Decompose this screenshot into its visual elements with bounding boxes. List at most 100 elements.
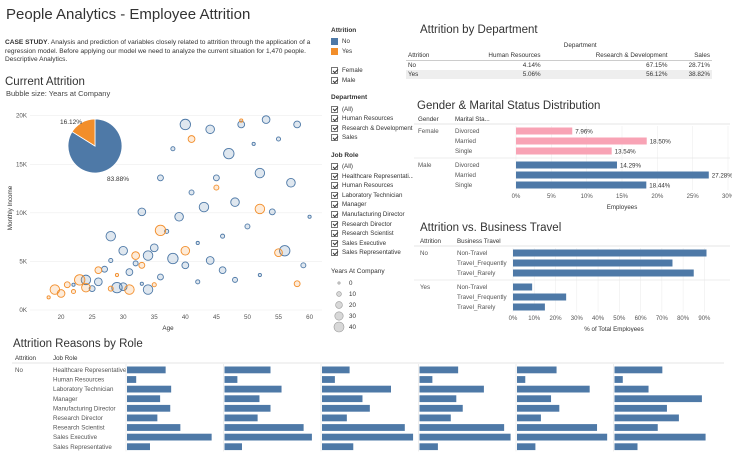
attrition-roles-chart[interactable]: Attrition Job Role No Healthcare Representa… bbox=[0, 352, 736, 454]
role-bar bbox=[419, 366, 459, 374]
role-label: Healthcare Representative bbox=[53, 367, 127, 374]
role-bar bbox=[419, 385, 484, 393]
dept-cell: 28.71% bbox=[688, 61, 710, 69]
dept-cell: 56.12% bbox=[542, 69, 670, 79]
scatter-point-no bbox=[157, 273, 164, 281]
dept-cell: 38.82% bbox=[669, 69, 712, 79]
role-bar bbox=[322, 424, 405, 431]
column-header: Gender bbox=[418, 116, 439, 123]
role-bar bbox=[419, 443, 438, 451]
checkbox-male[interactable] bbox=[331, 77, 338, 85]
column-header: Marital Sta... bbox=[455, 116, 490, 123]
role-bar bbox=[322, 366, 350, 374]
scatter-point-yes bbox=[63, 281, 71, 289]
column-header: Business Travel bbox=[457, 238, 501, 245]
x-tick-label: 5% bbox=[547, 194, 556, 200]
column-header: Attrition bbox=[420, 238, 442, 245]
checkbox[interactable] bbox=[331, 182, 338, 190]
job-role-filter-item[interactable]: Sales Representative bbox=[331, 248, 413, 258]
department-filter-list: (All) Human Resources Research & Developme… bbox=[331, 104, 413, 142]
dashboard-title: People Analytics - Employee Attrition bbox=[6, 6, 251, 23]
scatter-point-no bbox=[71, 282, 76, 287]
x-tick-label: 0% bbox=[512, 194, 521, 200]
checkbox[interactable] bbox=[331, 115, 338, 123]
role-bar bbox=[127, 366, 166, 374]
scatter-point-yes bbox=[81, 282, 91, 293]
scatter-point-no bbox=[170, 146, 176, 152]
role-bar bbox=[517, 376, 526, 383]
scatter-point-yes bbox=[138, 261, 146, 269]
checkbox[interactable] bbox=[331, 124, 338, 132]
checkbox[interactable] bbox=[331, 163, 338, 171]
department-filter-item[interactable]: Research & Development bbox=[331, 124, 413, 134]
role-bar bbox=[224, 385, 282, 393]
legend-item-yes[interactable]: Yes bbox=[331, 47, 413, 57]
gender-filter-female[interactable]: Female bbox=[331, 66, 413, 76]
job-role-filter-item[interactable]: Research Director bbox=[331, 219, 413, 229]
scatter-point-no bbox=[251, 141, 256, 146]
filter-panel: Attrition No Yes Female Male Department … bbox=[331, 27, 413, 340]
department-filter-item[interactable]: Sales bbox=[331, 133, 413, 143]
job-role-filter-item[interactable]: Laboratory Technician bbox=[331, 191, 413, 201]
x-tick-label: 35 bbox=[151, 314, 158, 321]
checkbox[interactable] bbox=[331, 105, 338, 113]
scatter-point-no bbox=[286, 177, 296, 188]
role-bar bbox=[614, 366, 663, 374]
checkbox[interactable] bbox=[331, 201, 338, 209]
role-bar bbox=[322, 376, 335, 383]
scatter-point-yes bbox=[274, 248, 283, 257]
table-row[interactable]: No 4.14% 67.15% 28.71% bbox=[406, 60, 712, 70]
gender-label: Male bbox=[418, 162, 432, 169]
gender-label: Female bbox=[418, 128, 439, 135]
job-role-filter-label: Laboratory Technician bbox=[342, 191, 403, 199]
department-filter-item[interactable]: (All) bbox=[331, 104, 413, 114]
checkbox[interactable] bbox=[331, 239, 338, 247]
scatter-point-no bbox=[167, 252, 179, 265]
scatter-point-yes bbox=[151, 282, 157, 288]
job-role-filter-item[interactable]: Research Scientist bbox=[331, 229, 413, 239]
checkbox[interactable] bbox=[331, 172, 338, 180]
legend-item-no[interactable]: No bbox=[331, 37, 413, 47]
checkbox[interactable] bbox=[331, 211, 338, 219]
bar-male bbox=[516, 171, 709, 179]
y-axis-label: Monthly Income bbox=[7, 185, 14, 230]
dept-row-header: Attrition bbox=[406, 50, 449, 61]
size-legend-label: 10 bbox=[349, 291, 356, 298]
gender-marital-chart[interactable]: Gender Marital Sta... 0% 5% 10% 15% 20% 25% 30% E… bbox=[414, 114, 732, 214]
department-filter-item[interactable]: Human Resources bbox=[331, 114, 413, 124]
travel-label: Travel_Rarely bbox=[457, 304, 496, 311]
size-legend-circle bbox=[336, 290, 342, 297]
travel-label: Travel_Rarely bbox=[457, 270, 496, 277]
job-role-filter-item[interactable]: Manufacturing Director bbox=[331, 210, 413, 220]
attrition-label: No bbox=[420, 250, 428, 257]
role-bar bbox=[419, 433, 511, 441]
scatter-point-yes bbox=[254, 203, 266, 215]
role-label: Manager bbox=[53, 396, 77, 403]
scatter-point-no bbox=[174, 211, 184, 222]
dept-group-header: Department bbox=[563, 42, 597, 50]
age-income-scatter[interactable]: 0K 5K 10K 15K 20K 20 25 30 35 40 45 50 55 60 Age Monthl… bbox=[0, 100, 330, 335]
checkbox-female[interactable] bbox=[331, 67, 338, 75]
bar-no bbox=[513, 269, 694, 277]
scatter-point-no bbox=[230, 197, 240, 207]
job-role-filter-item[interactable]: Sales Executive bbox=[331, 239, 413, 249]
role-bar bbox=[224, 433, 312, 441]
scatter-point-no bbox=[139, 281, 144, 286]
job-role-filter-item[interactable]: Healthcare Representati... bbox=[331, 171, 413, 181]
business-travel-chart[interactable]: Attrition Business Travel 0% 10% 20% 30% 40% 50… bbox=[414, 236, 732, 332]
role-bar bbox=[127, 424, 181, 431]
checkbox[interactable] bbox=[331, 134, 338, 142]
job-role-filter-item[interactable]: Manager bbox=[331, 200, 413, 210]
table-row[interactable]: Yes 5.06% 56.12% 38.82% bbox=[406, 69, 712, 79]
size-legend-circle bbox=[334, 311, 344, 321]
gender-filter-male[interactable]: Male bbox=[331, 76, 413, 86]
checkbox[interactable] bbox=[331, 191, 338, 199]
job-role-filter-item[interactable]: (All) bbox=[331, 162, 413, 172]
role-bar bbox=[517, 404, 560, 412]
checkbox[interactable] bbox=[331, 230, 338, 238]
checkbox[interactable] bbox=[331, 220, 338, 228]
job-role-filter-item[interactable]: Human Resources bbox=[331, 181, 413, 191]
checkbox[interactable] bbox=[331, 249, 338, 257]
scatter-point-no bbox=[105, 230, 116, 242]
job-role-filter-list: (All) Healthcare Representati... Human Res… bbox=[331, 162, 413, 258]
